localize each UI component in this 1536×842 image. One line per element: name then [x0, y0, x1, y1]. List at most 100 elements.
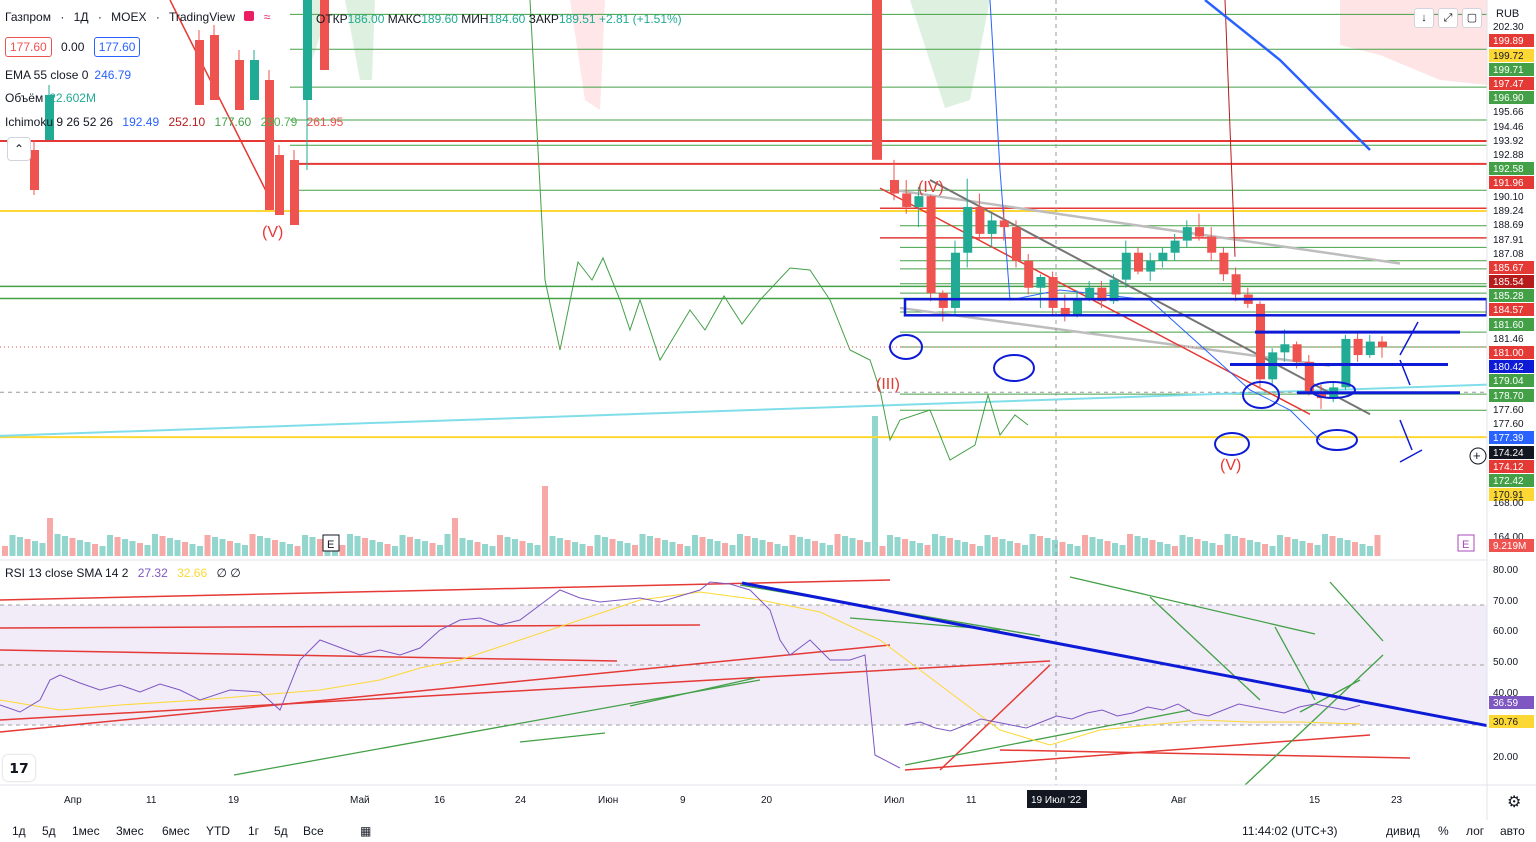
volume-bar: [947, 538, 953, 556]
maximize-icon[interactable]: ⤢: [1438, 8, 1458, 28]
option-percent[interactable]: %: [1438, 824, 1449, 838]
volume-bar: [1374, 535, 1381, 556]
volume-bar: [482, 544, 488, 556]
rsi-line-history: [0, 581, 901, 769]
volume-bar: [909, 541, 916, 556]
interval[interactable]: 1Д: [73, 10, 89, 24]
option-dividends[interactable]: дивид: [1386, 824, 1420, 838]
rsi-green-trendline: [1244, 654, 1384, 786]
rsi-line: [904, 703, 1361, 732]
range-1m[interactable]: 1мес: [72, 824, 100, 838]
rsi-red-trendline: [0, 660, 1051, 721]
price-badge: [1489, 488, 1534, 501]
blue-arrow: [1399, 419, 1413, 451]
volume-bar: [804, 539, 811, 556]
price-label: 184.57: [1493, 305, 1524, 316]
volume-bar: [84, 542, 91, 556]
volume-bar: [1262, 544, 1268, 556]
rsi-legend[interactable]: RSI 13 close SMA 14 2 27.32 32.66 ∅ ∅: [5, 566, 241, 580]
candle-body: [1353, 338, 1363, 356]
volume-bar: [227, 541, 233, 556]
volume-bar: [632, 545, 638, 556]
price-label: 185.67: [1493, 263, 1524, 274]
price-label: 179.04: [1493, 376, 1524, 387]
ichimoku-cloud: [910, 0, 990, 108]
currency-label[interactable]: RUB: [1496, 8, 1520, 20]
range-all[interactable]: Все: [303, 824, 324, 838]
price-label: 195.66: [1493, 107, 1524, 118]
range-1y[interactable]: 1г: [248, 824, 260, 838]
rsi-axis-label: 36.59: [1493, 698, 1518, 709]
price-badge: [1489, 374, 1534, 387]
time-label: 20: [761, 795, 773, 806]
rsi-green-trendline: [233, 679, 761, 776]
candle-body: [951, 252, 960, 308]
price-label: 199.89: [1493, 36, 1524, 47]
collapse-legend-icon[interactable]: ⌃: [7, 137, 31, 161]
wave-label-v-left: (V): [262, 224, 283, 241]
price-badge: [1489, 289, 1534, 302]
fullscreen-icon[interactable]: ▢: [1462, 8, 1482, 28]
volume-bar: [422, 541, 428, 556]
volume-bar: [452, 518, 458, 556]
time-label: 11: [966, 795, 977, 806]
channel-line: [889, 188, 1401, 265]
volume-bar: [114, 537, 121, 556]
volume-bar: [917, 543, 923, 556]
indicator-ema[interactable]: EMA 55 close 0 246.79: [5, 68, 132, 82]
candle-body: [1060, 307, 1070, 315]
range-3m[interactable]: 3мес: [116, 824, 144, 838]
bid-price[interactable]: 177.60: [5, 37, 52, 57]
settings-gear-icon[interactable]: ⚙: [1507, 794, 1522, 811]
volume-bar: [1367, 546, 1373, 556]
option-auto[interactable]: авто: [1500, 824, 1525, 838]
clock-time[interactable]: 11:44:02 (UTC+3): [1242, 824, 1338, 838]
candle-body: [890, 180, 899, 194]
range-6m[interactable]: 6мес: [162, 824, 190, 838]
candle-body: [320, 0, 329, 70]
price-badge: [1489, 431, 1534, 444]
volume-bar: [429, 543, 436, 556]
volume-bar: [594, 535, 601, 556]
volume-bar: [32, 541, 38, 556]
volume-bar: [1307, 543, 1313, 556]
price-badge: [1489, 275, 1534, 288]
volume-bar: [1322, 534, 1328, 556]
range-5y[interactable]: 5д: [274, 824, 288, 838]
candle-body: [914, 196, 924, 207]
range-1d[interactable]: 1д: [12, 824, 26, 838]
price-label: 9.219M: [1493, 541, 1526, 552]
volume-bar: [249, 534, 256, 556]
volume-bar: [527, 543, 533, 556]
calendar-icon[interactable]: ▦: [360, 824, 372, 838]
range-ytd[interactable]: YTD: [206, 824, 230, 838]
crosshair-plus-glyph: +: [1473, 448, 1481, 463]
option-log[interactable]: лог: [1466, 824, 1485, 838]
volume-bar: [1029, 534, 1036, 556]
price-badge: [1489, 303, 1534, 316]
volume-bar: [69, 538, 76, 556]
price-label: 187.91: [1493, 235, 1524, 246]
ask-price[interactable]: 177.60: [93, 37, 141, 57]
price-label: 199.72: [1493, 51, 1524, 62]
volume-bar: [774, 544, 781, 556]
compare-icon[interactable]: ≈: [263, 10, 271, 24]
move-down-icon[interactable]: ↓: [1414, 8, 1434, 28]
volume-bar: [977, 546, 983, 556]
candle-body: [235, 60, 244, 110]
indicator-volume[interactable]: Объём 22.602M: [5, 91, 96, 105]
tradingview-logo: 𝟭𝟳: [3, 755, 35, 781]
range-5d[interactable]: 5д: [42, 824, 56, 838]
indicator-ichimoku[interactable]: Ichimoku 9 26 52 26 192.49 252.10 177.60…: [5, 115, 344, 129]
volume-bar: [759, 540, 766, 556]
price-label: 188.69: [1493, 220, 1524, 231]
price-label: 194.46: [1493, 122, 1524, 133]
volume-bar: [272, 540, 278, 556]
price-label: 164.00: [1493, 532, 1524, 543]
rsi-axis-label: 50.00: [1493, 657, 1518, 668]
symbol-name[interactable]: Газпром: [5, 10, 51, 24]
volume-bar: [902, 539, 908, 556]
candle-body: [999, 220, 1009, 228]
